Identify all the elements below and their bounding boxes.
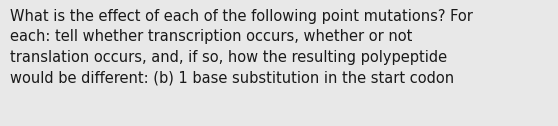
- Text: What is the effect of each of the following point mutations? For
each: tell whet: What is the effect of each of the follow…: [10, 9, 473, 85]
